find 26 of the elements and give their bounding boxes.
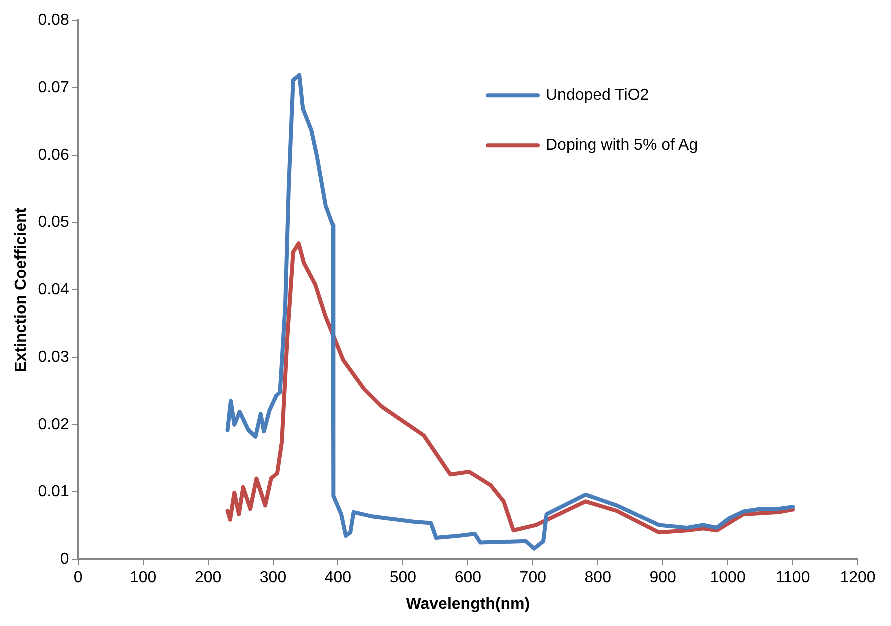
x-tick-label: 1200 xyxy=(840,570,876,587)
x-tick-label: 500 xyxy=(390,570,417,587)
x-tick-label: 1100 xyxy=(776,570,810,587)
y-tick-label: 0.02 xyxy=(38,416,70,434)
x-tick-label: 0 xyxy=(74,570,83,587)
y-axis-title: Extinction Coefficient xyxy=(13,207,30,372)
x-tick-label: 1000 xyxy=(710,570,746,587)
y-tick-label: 0.04 xyxy=(38,282,70,299)
y-tick-label: 0.03 xyxy=(38,348,70,366)
y-tick-label: 0.01 xyxy=(38,484,70,501)
x-tick-label: 400 xyxy=(324,570,352,587)
legend-label: Doping with 5% of Ag xyxy=(546,137,698,154)
y-tick-label: 0.08 xyxy=(38,12,70,30)
x-tick-label: 900 xyxy=(650,570,677,587)
x-tick-label: 200 xyxy=(194,570,222,587)
x-tick-label: 700 xyxy=(520,570,547,587)
x-axis-title: Wavelength(nm) xyxy=(406,596,530,613)
y-tick-label: 0.07 xyxy=(38,79,70,96)
x-tick-label: 300 xyxy=(260,570,287,587)
legend-label: Undoped TiO2 xyxy=(546,87,650,104)
x-tick-label: 800 xyxy=(584,570,612,587)
y-tick-label: 0 xyxy=(60,551,70,568)
y-tick-label: 0.06 xyxy=(38,146,70,164)
y-tick-label: 0.05 xyxy=(38,214,70,232)
x-tick-label: 100 xyxy=(130,570,157,587)
x-tick-label: 600 xyxy=(454,570,482,587)
